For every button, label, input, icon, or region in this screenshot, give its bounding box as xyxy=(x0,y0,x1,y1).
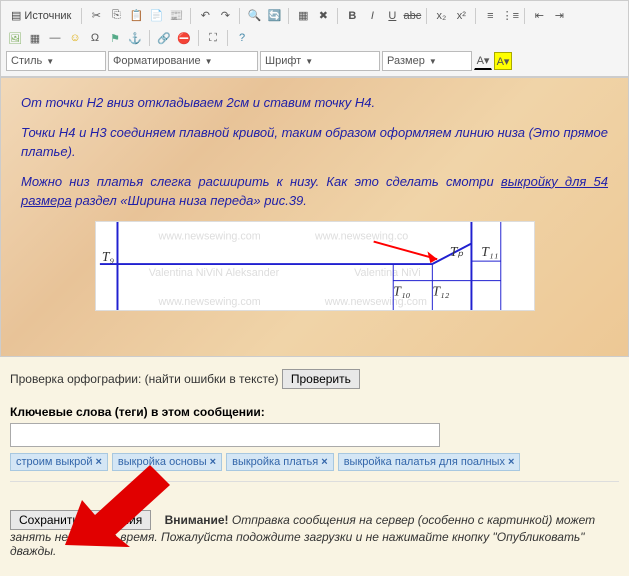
source-icon: ▤ xyxy=(11,9,21,22)
spellcheck-button[interactable]: Проверить xyxy=(282,369,360,389)
image-icon[interactable]: 🖼 xyxy=(6,29,24,47)
italic-icon[interactable]: I xyxy=(363,7,381,25)
source-button[interactable]: ▤ Источник xyxy=(6,6,76,25)
svg-text:Т₁₂: Т₁₂ xyxy=(432,283,449,298)
bullet-list-icon[interactable]: ⋮≡ xyxy=(501,7,519,25)
watermark: www.newsewing.com xyxy=(323,296,426,308)
toolbar-row-2: 🖼 ▦ — ☺ Ω ⚑ ⚓ 🔗 ⛔ ⛶ ? xyxy=(6,27,623,49)
find-icon[interactable]: 🔍 xyxy=(245,7,263,25)
warning-label: Внимание! xyxy=(165,513,229,527)
copy-icon[interactable]: ⎘ xyxy=(107,7,125,25)
editor-toolbar: ▤ Источник ✂ ⎘ 📋 📄 📰 ↶ ↷ 🔍 🔄 ▦ ✖ B I U a… xyxy=(0,0,629,77)
save-row: Сохранить изменения Внимание! Отправка с… xyxy=(10,510,619,558)
tag-item[interactable]: выкройка основы× xyxy=(112,453,222,471)
undo-icon[interactable]: ↶ xyxy=(196,7,214,25)
watermark: www.newsewing.com xyxy=(157,230,260,242)
paste-text-icon[interactable]: 📄 xyxy=(147,7,165,25)
svg-text:Тₚ: Тₚ xyxy=(449,244,463,259)
special-char-icon[interactable]: Ω xyxy=(86,29,104,47)
font-dropdown[interactable]: Шрифт▼ xyxy=(260,51,380,71)
table-icon[interactable]: ▦ xyxy=(26,29,44,47)
redo-icon[interactable]: ↷ xyxy=(216,7,234,25)
watermark: Valentina NiVi xyxy=(354,266,421,278)
numbered-list-icon[interactable]: ≡ xyxy=(481,7,499,25)
text-color-icon[interactable]: A▾ xyxy=(474,52,492,70)
watermark: www.newsewing.com xyxy=(157,296,260,308)
unlink-icon[interactable]: ⛔ xyxy=(175,29,193,47)
remove-format-icon[interactable]: ✖ xyxy=(314,7,332,25)
editor-content-area[interactable]: От точки Н2 вниз откладываем 2см и стави… xyxy=(0,77,629,357)
source-label: Источник xyxy=(24,10,71,22)
cut-icon[interactable]: ✂ xyxy=(87,7,105,25)
indent-icon[interactable]: ⇥ xyxy=(550,7,568,25)
tag-item[interactable]: строим выкрой× xyxy=(10,453,108,471)
editor-paragraph-2: Точки Н4 и Н3 соединяем плавной кривой, … xyxy=(21,123,608,162)
anchor-icon[interactable]: ⚓ xyxy=(126,29,144,47)
smiley-icon[interactable]: ☺ xyxy=(66,29,84,47)
spellcheck-label: Проверка орфографии: (найти ошибки в тек… xyxy=(10,372,279,386)
replace-icon[interactable]: 🔄 xyxy=(265,7,283,25)
svg-text:Т₁₀: Т₁₀ xyxy=(393,283,410,298)
subscript-icon[interactable]: x₂ xyxy=(432,7,450,25)
flag-icon[interactable]: ⚑ xyxy=(106,29,124,47)
tag-remove-icon[interactable]: × xyxy=(321,456,327,468)
embedded-diagram: www.newsewing.com www.newsewing.co Valen… xyxy=(95,221,535,311)
superscript-icon[interactable]: x² xyxy=(452,7,470,25)
link-icon[interactable]: 🔗 xyxy=(155,29,173,47)
hr-icon[interactable]: — xyxy=(46,29,64,47)
watermark: Valentina NiViN Aleksander xyxy=(148,266,279,278)
style-dropdown[interactable]: Стиль▼ xyxy=(6,51,106,71)
bg-color-icon[interactable]: A▾ xyxy=(494,52,512,70)
paste-word-icon[interactable]: 📰 xyxy=(167,7,185,25)
tags-input[interactable] xyxy=(10,423,440,447)
spellcheck-row: Проверка орфографии: (найти ошибки в тек… xyxy=(10,369,619,389)
watermark: www.newsewing.co xyxy=(314,230,408,242)
underline-icon[interactable]: U xyxy=(383,7,401,25)
editor-paragraph-3: Можно низ платья слегка расширить к низу… xyxy=(21,172,608,211)
editor-paragraph-1: От точки Н2 вниз откладываем 2см и стави… xyxy=(21,93,608,113)
help-icon[interactable]: ? xyxy=(233,29,251,47)
tag-remove-icon[interactable]: × xyxy=(95,456,101,468)
strike-icon[interactable]: abc xyxy=(403,7,421,25)
paste-icon[interactable]: 📋 xyxy=(127,7,145,25)
tags-list: строим выкрой× выкройка основы× выкройка… xyxy=(10,453,619,471)
bold-icon[interactable]: B xyxy=(343,7,361,25)
outdent-icon[interactable]: ⇤ xyxy=(530,7,548,25)
tags-label: Ключевые слова (теги) в этом сообщении: xyxy=(10,405,619,419)
svg-text:Т₁₁: Т₁₁ xyxy=(481,244,498,259)
tag-remove-icon[interactable]: × xyxy=(210,456,216,468)
toolbar-row-1: ▤ Источник ✂ ⎘ 📋 📄 📰 ↶ ↷ 🔍 🔄 ▦ ✖ B I U a… xyxy=(6,4,623,27)
tag-remove-icon[interactable]: × xyxy=(508,456,514,468)
svg-text:Т₉: Т₉ xyxy=(101,249,114,264)
tag-item[interactable]: выкройка палатья для поалных× xyxy=(338,453,521,471)
tag-item[interactable]: выкройка платья× xyxy=(226,453,334,471)
toolbar-row-3: Стиль▼ Форматирование▼ Шрифт▼ Размер▼ A▾… xyxy=(6,49,623,73)
save-button[interactable]: Сохранить изменения xyxy=(10,510,151,530)
select-all-icon[interactable]: ▦ xyxy=(294,7,312,25)
format-dropdown[interactable]: Форматирование▼ xyxy=(108,51,258,71)
size-dropdown[interactable]: Размер▼ xyxy=(382,51,472,71)
maximize-icon[interactable]: ⛶ xyxy=(204,29,222,47)
